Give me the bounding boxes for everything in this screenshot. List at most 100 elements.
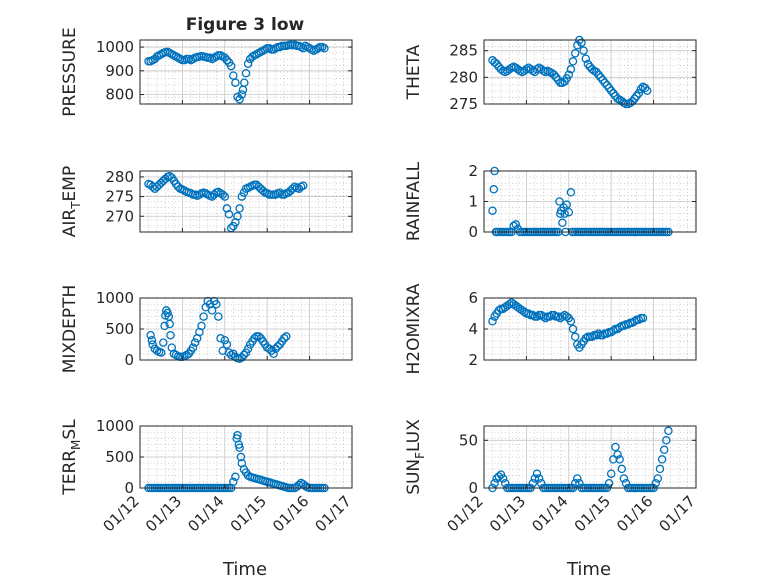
data-point [659, 445, 669, 455]
y-tick-label: 900 [105, 62, 134, 80]
x-tick-label: 01/15 [571, 492, 614, 535]
data-point [587, 332, 597, 342]
data-point [222, 55, 232, 65]
data-point [298, 44, 308, 53]
data-point [222, 204, 232, 213]
data-point [159, 338, 168, 347]
y-tick-label: 280 [449, 68, 478, 86]
data-point [146, 330, 155, 340]
data-point [558, 218, 567, 228]
y-axis-label: MIXDEPTH [60, 285, 80, 374]
data-point [528, 310, 538, 320]
data-point [594, 70, 603, 79]
data-point [488, 317, 497, 326]
data-point [237, 90, 247, 99]
data-point [664, 426, 673, 436]
x-tick-label: 01/17 [312, 492, 355, 535]
data-point [254, 332, 263, 341]
data-point [233, 212, 242, 221]
data-point [220, 335, 230, 345]
data-point [532, 312, 542, 321]
data-point [237, 192, 247, 201]
data-point [147, 335, 157, 345]
data-point [570, 332, 580, 342]
data-point [231, 217, 240, 227]
data-point [575, 478, 584, 488]
data-point [592, 330, 601, 340]
data-point [566, 317, 576, 326]
x-axis-label-right: Time [566, 559, 611, 580]
data-point [218, 190, 227, 199]
data-point [233, 431, 242, 440]
data-point [265, 344, 274, 354]
data-series [146, 296, 291, 364]
data-point [197, 321, 206, 331]
subplot-sun_flux: 0 50 01/12 01/13 01/14 01/15 01/16 01/17 SUNFLUX [404, 419, 699, 536]
data-point [653, 474, 663, 483]
data-point [615, 455, 624, 464]
data-point [560, 209, 569, 218]
subplot-theta: 275 280 285 THETA [404, 35, 697, 113]
data-point [638, 313, 648, 323]
data-point [562, 312, 571, 321]
data-point [220, 192, 230, 201]
x-tick-label: 01/16 [613, 492, 656, 535]
data-point [271, 344, 280, 354]
subplot-rainfall: 0 1 2 RAINFALL [404, 161, 697, 241]
data-point [634, 315, 644, 324]
data-point [606, 469, 616, 478]
y-tick-label: 0 [124, 479, 134, 497]
data-series [488, 298, 648, 352]
data-point [604, 478, 614, 488]
data-point [214, 312, 223, 321]
data-point [320, 44, 329, 53]
x-tick-label: 01/12 [100, 492, 143, 535]
y-tick-label: 1000 [96, 289, 134, 307]
data-point [555, 197, 564, 206]
data-point [240, 78, 249, 87]
x-tick-label: 01/16 [269, 492, 312, 535]
data-point [587, 65, 597, 74]
data-point [156, 348, 166, 357]
y-tick-label: 2 [468, 351, 478, 369]
data-point [609, 326, 618, 335]
data-point [241, 68, 251, 78]
data-point [573, 41, 582, 50]
y-tick-label: 800 [105, 86, 134, 104]
data-series [488, 35, 652, 109]
subplot-terr_msl: 0 500 1000 01/12 01/13 01/14 01/15 01/16 01/17 TE… [60, 417, 355, 535]
data-point [188, 343, 198, 352]
data-point [579, 46, 588, 55]
data-point [619, 474, 629, 483]
data-point [250, 334, 259, 343]
data-point [500, 478, 510, 488]
data-point [611, 442, 620, 452]
data-point [581, 54, 591, 63]
data-point [526, 65, 535, 74]
data-point [662, 436, 671, 445]
data-point [239, 350, 249, 360]
data-point [651, 478, 660, 488]
data-point [199, 312, 208, 321]
data-point [224, 348, 234, 357]
data-point [273, 342, 283, 351]
y-tick-label: 1 [468, 193, 478, 211]
data-point [549, 70, 559, 79]
data-point [220, 53, 230, 63]
data-point [243, 344, 253, 354]
data-point [235, 443, 244, 452]
data-point [229, 477, 238, 487]
data-point [632, 91, 641, 101]
data-point [212, 299, 221, 309]
data-series [144, 171, 308, 233]
axes-box [483, 39, 697, 105]
x-tick-label: 01/12 [444, 492, 487, 535]
data-point [243, 59, 253, 68]
data-point [609, 455, 618, 464]
y-axis-label: H2OMIXRA [404, 283, 424, 374]
y-axis-label: AIRTEMP [60, 166, 83, 237]
data-point [577, 38, 586, 47]
data-point [226, 61, 236, 71]
data-point [490, 478, 499, 488]
data-point [621, 478, 631, 488]
